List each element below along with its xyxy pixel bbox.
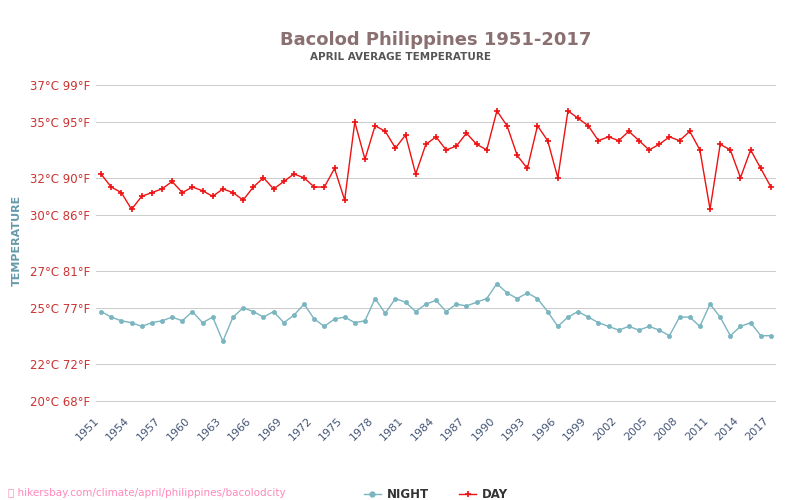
NIGHT [147, 320, 157, 326]
Text: 📍 hikersbay.com/climate/april/philippines/bacolodcity: 📍 hikersbay.com/climate/april/philippine… [8, 488, 286, 498]
NIGHT [726, 332, 735, 338]
Text: APRIL AVERAGE TEMPERATURE: APRIL AVERAGE TEMPERATURE [310, 52, 490, 62]
NIGHT [178, 318, 187, 324]
DAY [157, 186, 166, 192]
DAY [766, 184, 776, 190]
Legend: NIGHT, DAY: NIGHT, DAY [358, 484, 514, 500]
DAY [381, 128, 390, 134]
NIGHT [492, 280, 502, 286]
NIGHT [96, 308, 106, 314]
DAY [726, 147, 735, 153]
NIGHT [381, 310, 390, 316]
NIGHT [411, 308, 421, 314]
NIGHT [624, 324, 634, 330]
Title: Bacolod Philippines 1951-2017: Bacolod Philippines 1951-2017 [280, 31, 592, 49]
NIGHT [766, 332, 776, 338]
Line: DAY: DAY [98, 108, 774, 212]
DAY [492, 108, 502, 114]
DAY [411, 171, 421, 177]
DAY [96, 171, 106, 177]
Line: NIGHT: NIGHT [99, 282, 773, 344]
NIGHT [218, 338, 228, 344]
DAY [126, 206, 136, 212]
Y-axis label: TEMPERATURE: TEMPERATURE [12, 194, 22, 286]
DAY [188, 184, 198, 190]
DAY [624, 128, 634, 134]
